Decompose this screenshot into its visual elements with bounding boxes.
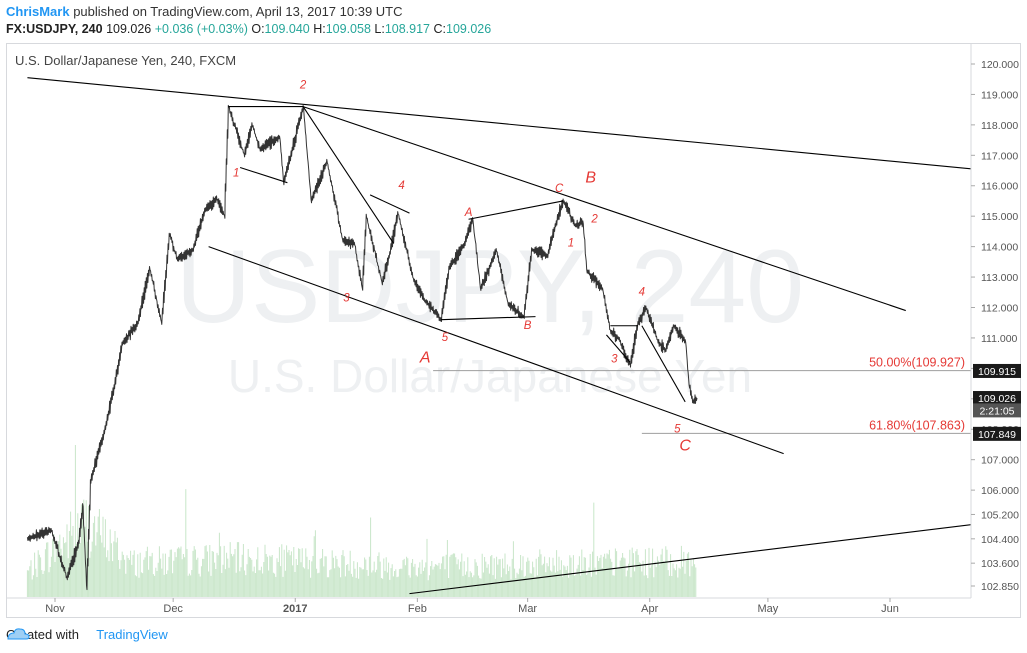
open-value: 109.040: [264, 22, 310, 36]
price-axis-label: 106.000: [981, 485, 1019, 497]
price-axis-label: 120.000: [981, 59, 1019, 71]
low-value: 108.917: [384, 22, 431, 36]
time-axis-label: Mar: [518, 603, 537, 615]
wave-label-major: A: [419, 349, 431, 366]
time-axis-label: Jun: [881, 603, 899, 615]
price-axis-label: 118.000: [981, 120, 1018, 132]
fib-level-label: 61.80%(107.863): [869, 418, 965, 432]
trend-line: [440, 316, 536, 321]
time-axis-label: Feb: [408, 603, 427, 615]
price-tag-box: [973, 426, 1021, 441]
trend-line: [302, 106, 395, 244]
wave-label-minor: C: [555, 183, 564, 195]
price-tag-label: 107.849: [978, 429, 1016, 441]
trend-line: [468, 200, 564, 220]
price-tag-box: [973, 391, 1021, 406]
price-axis-label: 107.000: [981, 455, 1019, 467]
price-axis-label: 116.000: [981, 181, 1018, 193]
publish-info: ChrisMark published on TradingView.com, …: [6, 4, 403, 19]
price-axis-label: 112.000: [981, 302, 1018, 314]
price-axis-label: 111.000: [981, 333, 1018, 345]
trend-line: [409, 524, 971, 595]
trend-line: [27, 77, 971, 170]
high-label: H:: [313, 22, 326, 36]
time-axis-label: Nov: [45, 603, 65, 615]
wave-label-minor: 3: [611, 353, 618, 365]
trend-line: [239, 166, 288, 184]
high-value: 109.058: [325, 22, 371, 36]
chart-title: U.S. Dollar/Japanese Yen, 240, FXCM: [15, 53, 236, 68]
time-axis-label: May: [758, 603, 779, 615]
price-change: +0.036 (+0.03%): [154, 22, 248, 36]
watermark-symbol: USDJPY, 240: [176, 229, 804, 345]
wave-label-minor: 5: [674, 423, 681, 435]
price-axis-label: 102.850: [981, 581, 1019, 593]
symbol-label: FX:USDJPY, 240: [6, 22, 103, 36]
wave-label-major: B: [585, 170, 596, 187]
time-axis-label: Dec: [163, 603, 183, 615]
time-axis-label: 2017: [283, 603, 307, 615]
price-tag-label: 109.915: [978, 366, 1016, 378]
price-axis-label: 119.000: [981, 89, 1018, 101]
wave-label-minor: 3: [343, 292, 350, 304]
trend-line: [302, 106, 906, 312]
wave-label-minor: 2: [590, 213, 598, 225]
author-name[interactable]: ChrisMark: [6, 4, 70, 19]
wave-label-minor: 4: [398, 180, 404, 192]
trend-line: [605, 334, 631, 363]
price-axis-label: 117.000: [981, 150, 1018, 162]
price-axis-label: 114.000: [981, 242, 1018, 254]
wave-label-minor: 5: [442, 332, 449, 344]
trend-line: [641, 325, 686, 403]
low-label: L:: [374, 22, 385, 36]
price-tag-label: 2:21:05: [979, 405, 1014, 417]
published-text: published on TradingView.com, April 13, …: [73, 4, 403, 19]
footer: Created with TradingView: [6, 627, 168, 642]
wave-label-minor: 2: [299, 79, 307, 91]
last-price: 109.026: [106, 22, 152, 36]
wave-label-major: C: [679, 438, 691, 455]
price-axis-label: 113.000: [981, 272, 1018, 284]
price-axis-label: 104.400: [981, 534, 1019, 546]
price-tag-box: [973, 403, 1021, 418]
open-label: O:: [251, 22, 265, 36]
wave-label-minor: 1: [233, 168, 239, 180]
chart-frame: [6, 43, 1021, 618]
wave-label-minor: 4: [639, 286, 645, 298]
close-label: C:: [433, 22, 447, 36]
price-tag-label: 109.026: [978, 393, 1016, 405]
wave-label-minor: 1: [568, 238, 574, 250]
price-axis-label: 103.600: [981, 558, 1019, 570]
wave-label-minor: B: [524, 320, 532, 332]
watermark-name: U.S. Dollar/Japanese Yen: [228, 350, 752, 402]
price-axis-label: 105.200: [981, 509, 1019, 521]
volume-bars: [26, 445, 697, 597]
fib-level-label: 50.00%(109.927): [869, 356, 965, 370]
wave-label-minor: A: [464, 207, 473, 219]
ohlc-legend: FX:USDJPY, 240 109.026 +0.036 (+0.03%) O…: [6, 22, 491, 36]
close-value: 109.026: [446, 22, 492, 36]
trend-line: [208, 246, 784, 455]
price-series: [26, 104, 698, 591]
trend-line: [369, 194, 410, 214]
price-tag-box: [973, 363, 1021, 378]
price-axis-label: 115.000: [981, 211, 1018, 223]
tradingview-link[interactable]: TradingView: [96, 627, 168, 642]
time-axis-label: Apr: [641, 603, 658, 615]
